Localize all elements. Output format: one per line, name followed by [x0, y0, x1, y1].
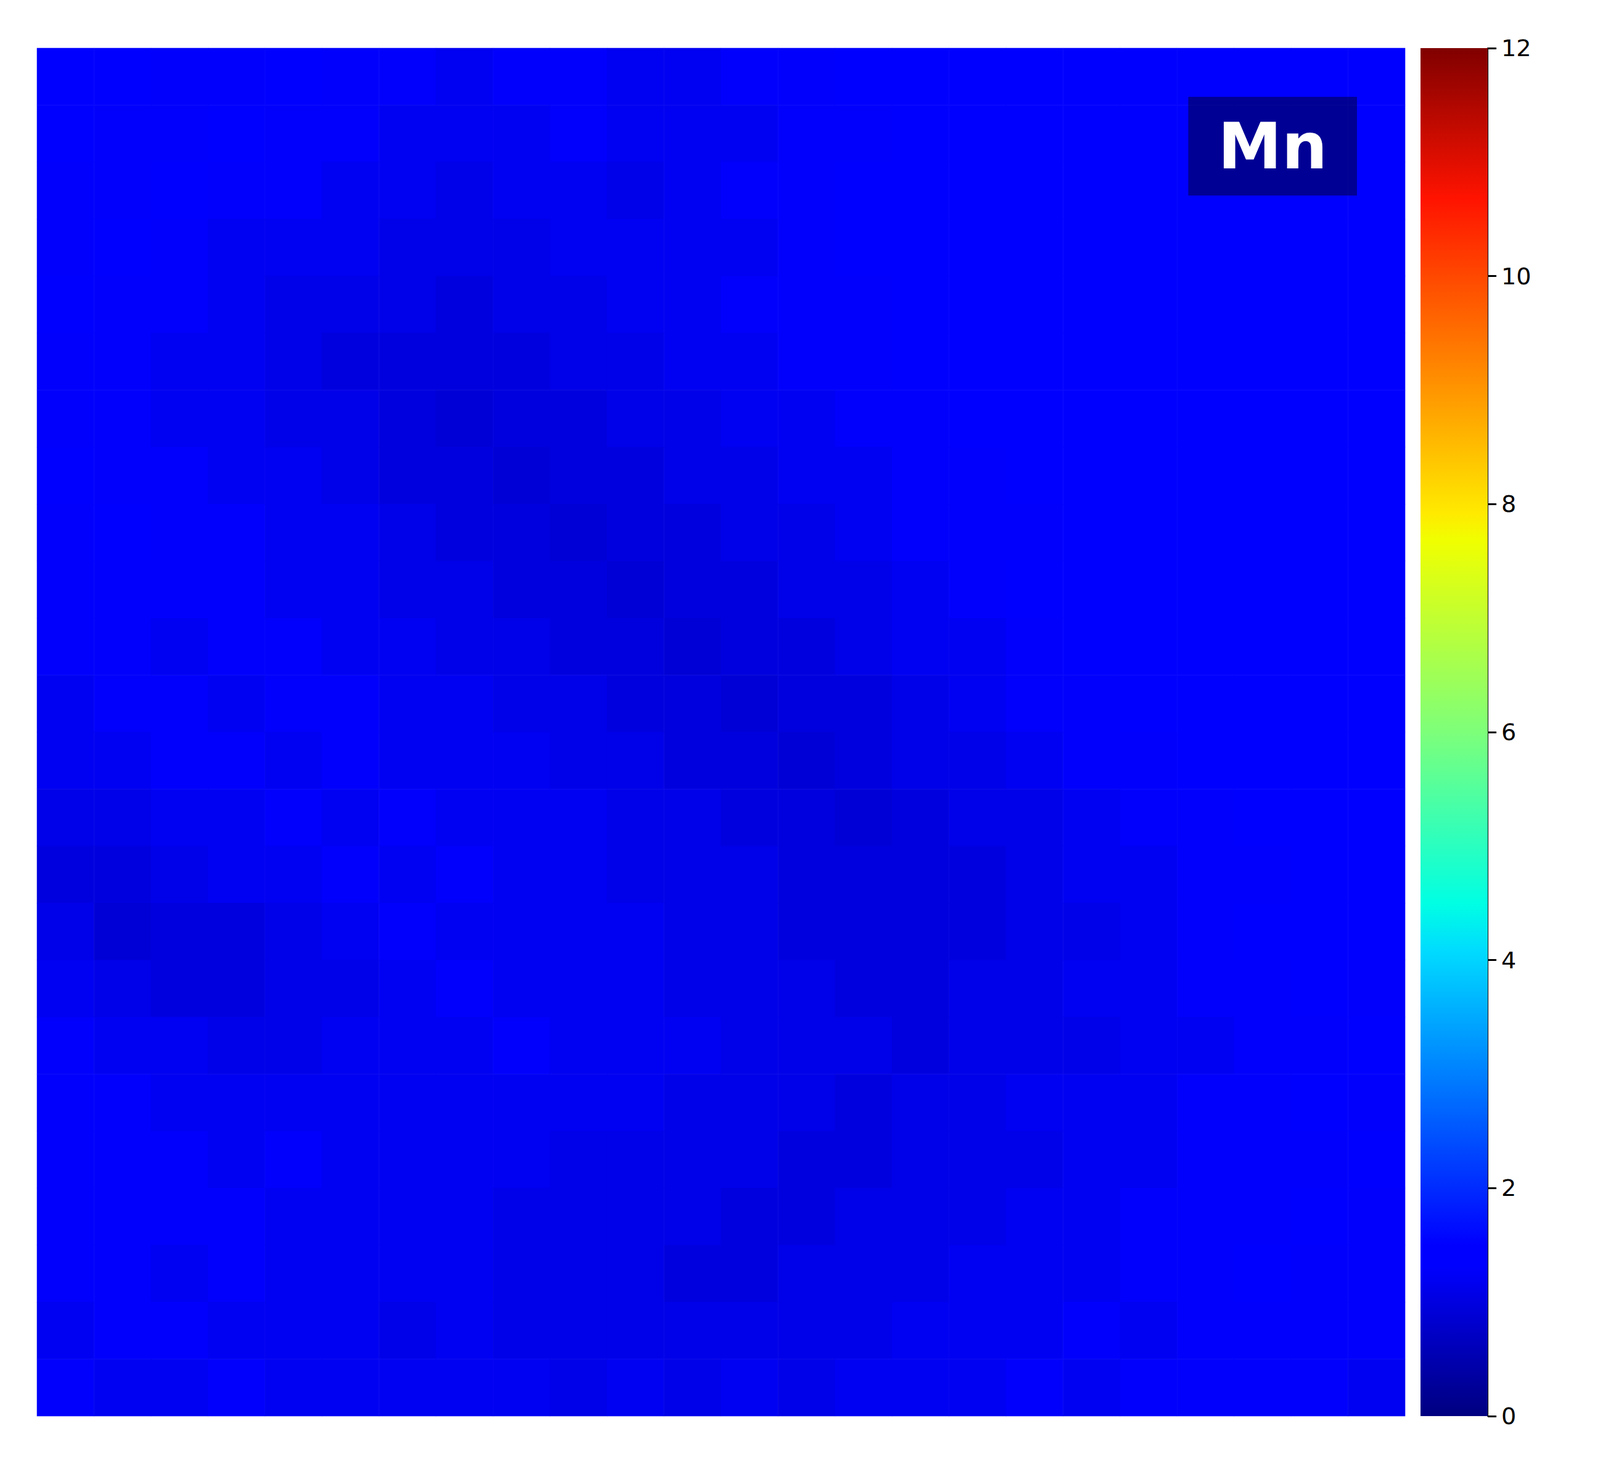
svg-text:12: 12 — [1501, 34, 1531, 62]
svg-text:Mn: Mn — [1217, 108, 1328, 184]
svg-text:6: 6 — [1501, 718, 1517, 746]
svg-text:0: 0 — [1501, 1402, 1517, 1430]
svg-text:8: 8 — [1501, 490, 1517, 518]
svg-text:2: 2 — [1501, 1174, 1517, 1202]
svg-text:10: 10 — [1501, 262, 1531, 290]
svg-text:4: 4 — [1501, 946, 1517, 974]
